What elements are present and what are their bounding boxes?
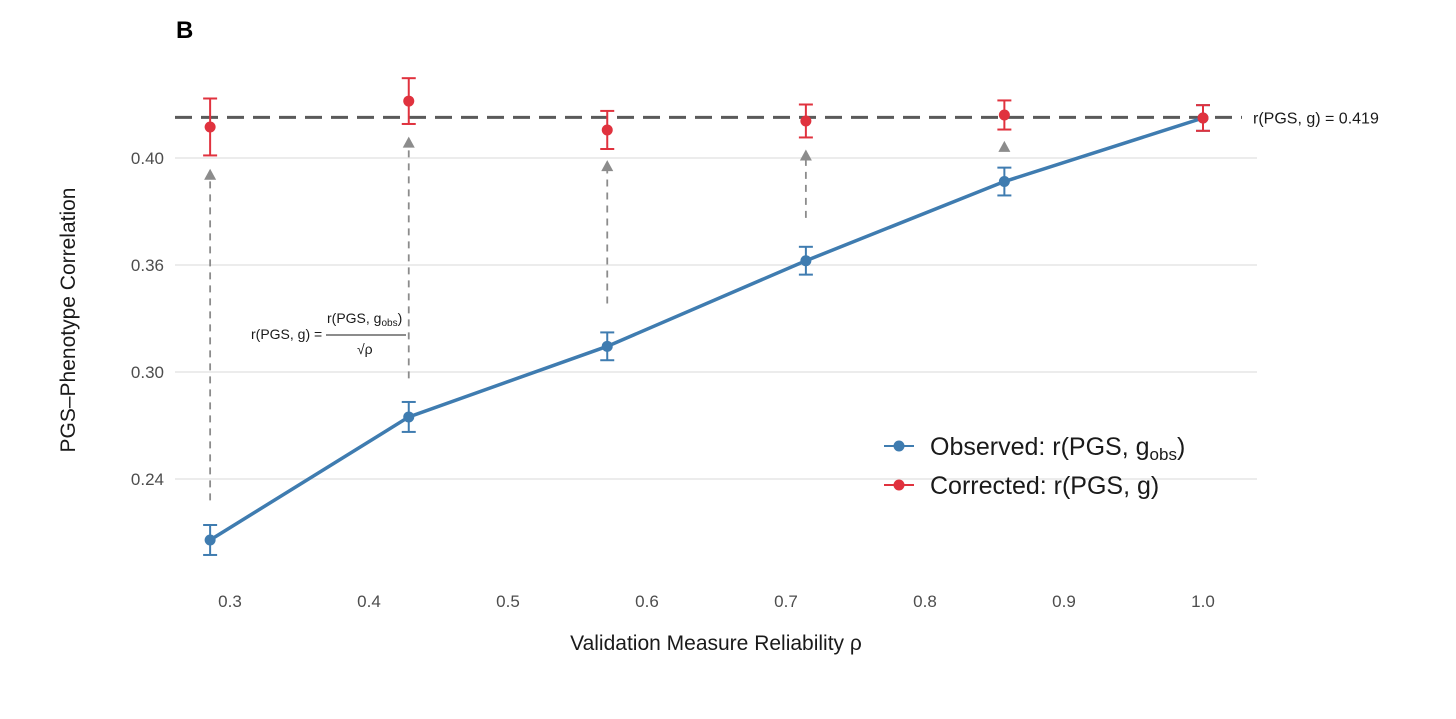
formula-lhs: r(PGS, g) = [251, 326, 322, 342]
x-tick-label: 0.3 [218, 592, 242, 611]
formula-numerator: r(PGS, gobs) [327, 310, 402, 329]
legend-marker-observed [893, 440, 905, 452]
corrected-point [1197, 112, 1209, 124]
observed-line [209, 116, 1204, 542]
observed-point [601, 340, 613, 352]
x-tick-label: 0.9 [1052, 592, 1076, 611]
x-tick-label: 0.5 [496, 592, 520, 611]
legend-label-observed: Observed: r(PGS, gobs) [930, 433, 1185, 464]
correction-arrow-head [998, 140, 1011, 152]
corrected-point [403, 95, 415, 107]
corrected-point [601, 124, 613, 136]
corrected-point [998, 109, 1010, 121]
observed-point [800, 255, 812, 267]
correction-arrow-head [799, 149, 812, 161]
y-tick-label: 0.24 [131, 470, 164, 489]
y-tick-label: 0.30 [131, 363, 164, 382]
correction-arrow-head [601, 160, 614, 172]
correction-arrow-head [402, 136, 415, 148]
observed-point [998, 176, 1010, 188]
x-tick-label: 0.6 [635, 592, 659, 611]
observed-point [204, 534, 216, 546]
formula-annotation: r(PGS, g) = r(PGS, gobs) √ρ [251, 310, 406, 357]
x-tick-label: 1.0 [1191, 592, 1215, 611]
formula-denominator: √ρ [357, 341, 373, 357]
corrected-point [800, 115, 812, 127]
legend-marker-corrected [893, 479, 905, 491]
observed-point [403, 411, 415, 423]
y-tick-label: 0.36 [131, 256, 164, 275]
x-tick-label: 0.4 [357, 592, 381, 611]
x-tick-label: 0.8 [913, 592, 937, 611]
reference-line-label: r(PGS, g) = 0.419 [1253, 110, 1379, 127]
corrected-point [204, 121, 216, 133]
y-tick-label: 0.40 [131, 149, 164, 168]
correction-arrow-head [204, 168, 217, 180]
legend-label-corrected: Corrected: r(PGS, g) [930, 472, 1159, 500]
x-axis-label: Validation Measure Reliability ρ [570, 632, 862, 655]
legend: Observed: r(PGS, gobs) Corrected: r(PGS,… [884, 433, 1185, 500]
y-axis-label: PGS–Phenotype Correlation [57, 188, 80, 453]
panel-label: B [176, 17, 193, 44]
x-tick-label: 0.7 [774, 592, 798, 611]
